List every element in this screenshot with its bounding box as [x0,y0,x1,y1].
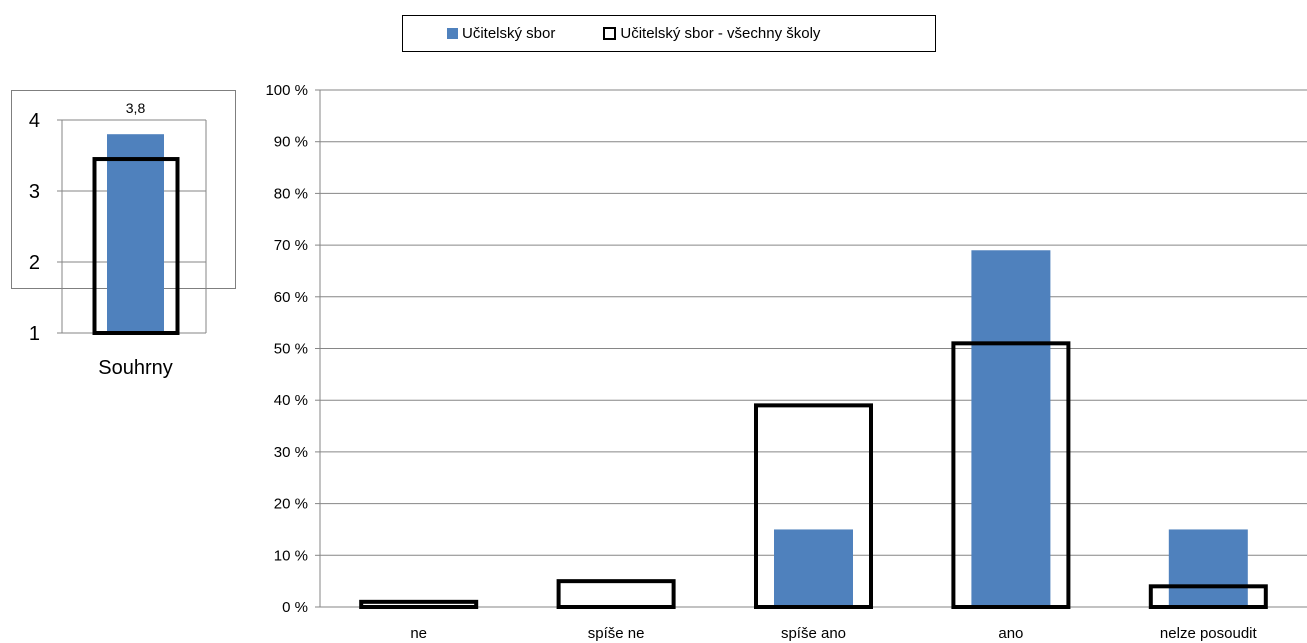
summary-y-tick-label: 1 [29,323,40,345]
main-x-category-label: nelze posoudit [1160,625,1258,642]
main-y-tick-label: 100 % [265,82,308,99]
main-bar-all-schools [359,599,479,610]
main-y-tick-label: 20 % [274,496,308,513]
main-x-category-label: spíše ano [781,625,846,642]
legend-swatch-outline [603,27,617,40]
main-x-category-label: ne [410,625,427,642]
summary-x-category-label: Souhrny [98,357,173,379]
main-x-category-label: ano [998,625,1023,642]
summary-y-tick-label: 2 [29,252,40,274]
summary-data-label-bg [120,100,151,117]
main-y-tick-label: 70 % [274,237,308,254]
main-bar-all-schools [951,341,1071,609]
chart-legend: Učitelský sbor Učitelský sbor - všechny … [402,15,936,52]
main-y-tick-label: 30 % [274,444,308,461]
main-bar-all-schools [556,579,676,610]
main-x-category-label: spíše ne [588,625,645,642]
legend-label-school: Učitelský sbor [462,25,556,42]
main-bar-all-schools [754,403,873,609]
main-bar-school [774,529,853,607]
main-bar-school [971,250,1051,607]
summary-y-tick-label: 3 [29,181,40,203]
legend-label-all-schools: Učitelský sbor - všechny školy [620,25,821,42]
main-y-tick-label: 10 % [274,547,308,564]
legend-item-all-schools: Učitelský sbor - všechny školy [603,25,820,42]
main-bar-all-schools [1148,584,1268,610]
main-y-tick-label: 90 % [274,134,308,151]
summary-bar-school [107,134,164,333]
main-y-tick-label: 0 % [282,599,308,616]
main-y-tick-label: 60 % [274,289,308,306]
main-y-tick-label: 50 % [274,341,308,358]
summary-bar-all-schools [92,157,180,335]
main-bar-school [1168,529,1248,607]
main-y-tick-label: 80 % [274,185,308,202]
main-y-tick-label: 40 % [274,392,308,409]
summary-data-label: 3,8 [126,100,146,116]
summary-chart: 1 2 3 4 3,8 Souhrny [29,100,207,379]
response-distribution-chart: 0 % 10 % 20 % 30 % 40 % 50 % 60 % 70 % 80 % 90 % 1… [265,82,1307,642]
summary-y-tick-label: 4 [29,110,40,132]
legend-item-school: Učitelský sbor [447,25,555,42]
legend-swatch-filled [447,28,458,39]
